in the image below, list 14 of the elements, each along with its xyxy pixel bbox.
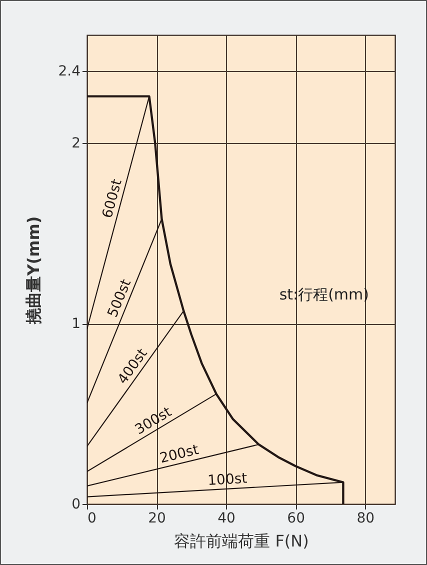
y-tick-label: 2.4 xyxy=(58,64,81,80)
x-tick-label: 40 xyxy=(218,510,236,526)
text: 200st xyxy=(158,442,201,467)
x-tick-label: 20 xyxy=(148,510,166,526)
x-tick-label: 60 xyxy=(287,510,305,526)
text: 600st xyxy=(100,177,126,220)
y-tick-label: 2 xyxy=(72,136,80,152)
x-axis-title: 容許前端荷重 F(N) xyxy=(174,532,309,550)
series-label: 100st xyxy=(207,470,248,489)
x-tick-label: 0 xyxy=(88,510,96,526)
x-tick-label: 80 xyxy=(356,510,375,526)
y-tick-label: 0 xyxy=(72,496,80,512)
y-axis-title: 撓曲量Y(mm) xyxy=(24,216,44,325)
y-tick-label: 1 xyxy=(72,316,80,332)
